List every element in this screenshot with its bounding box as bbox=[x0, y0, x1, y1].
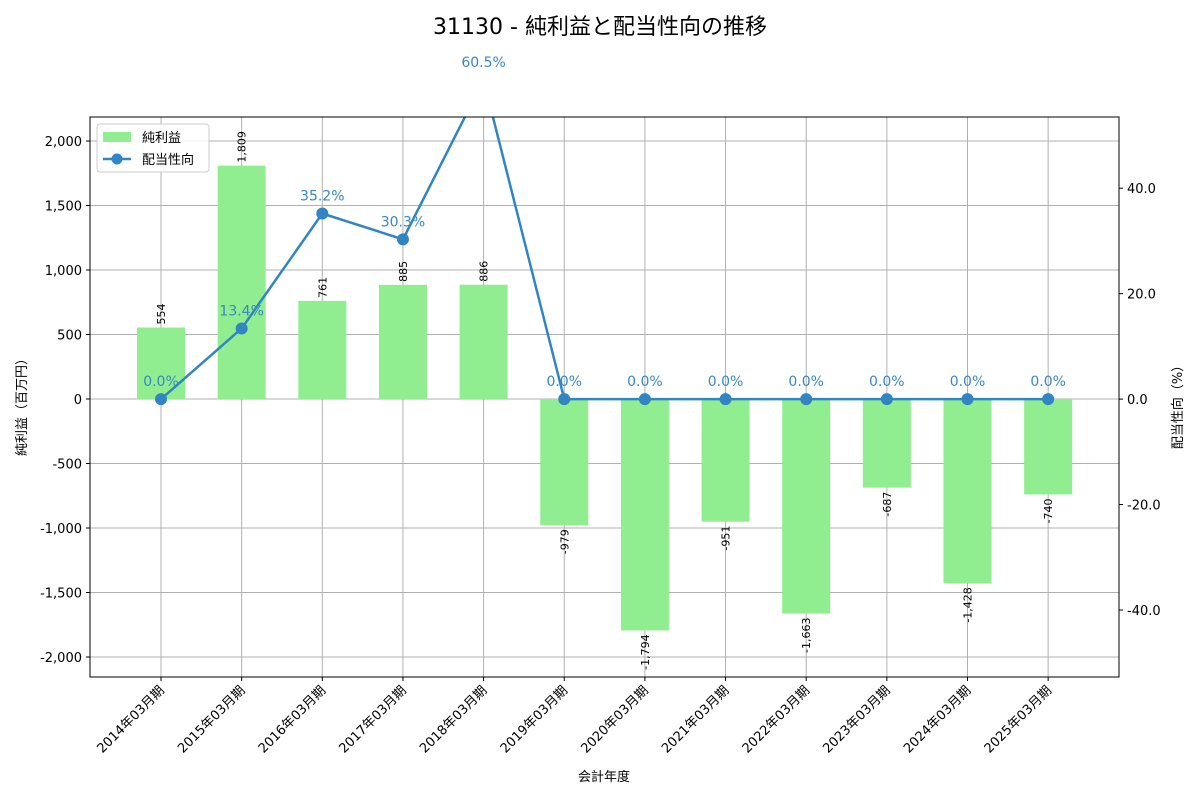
legend: 純利益 配当性向 bbox=[96, 123, 210, 173]
bar-value-label: -740 bbox=[1042, 498, 1055, 523]
line-series bbox=[155, 74, 1055, 406]
left-axis: 2,000 1,500 1,000 500 0 -500 -1,000 -1,500 -2,00… bbox=[40, 135, 90, 666]
left-tick-label: -2,000 bbox=[40, 651, 82, 666]
left-tick-label: 0 bbox=[74, 393, 82, 408]
ratio-value-label: 0.0% bbox=[627, 374, 663, 390]
left-tick-label: -500 bbox=[52, 458, 82, 473]
left-tick-label: 1,500 bbox=[45, 199, 82, 214]
x-tick-label: 2021年03月期 bbox=[659, 683, 732, 756]
chart-title: 31130 - 純利益と配当性向の推移 bbox=[433, 15, 767, 40]
right-tick-label: -20.0 bbox=[1127, 499, 1161, 514]
ratio-value-label: 0.0% bbox=[546, 374, 582, 390]
ratio-marker bbox=[396, 233, 409, 246]
right-tick-label: 0.0 bbox=[1127, 393, 1148, 408]
bar bbox=[298, 300, 347, 399]
legend-bar-swatch bbox=[103, 132, 131, 142]
x-tick-label: 2023年03月期 bbox=[820, 683, 893, 756]
bar bbox=[1024, 398, 1073, 495]
bar bbox=[782, 398, 831, 614]
bar-value-label: -687 bbox=[881, 492, 894, 517]
bar-value-label: -979 bbox=[558, 529, 571, 554]
x-tick-label: 2020年03月期 bbox=[578, 683, 651, 756]
x-tick-label: 2014年03月期 bbox=[95, 683, 168, 756]
ratio-marker bbox=[155, 393, 167, 406]
bar-value-label: 886 bbox=[478, 261, 491, 282]
left-tick-label: 2,000 bbox=[45, 135, 82, 150]
bar-value-label: 1,809 bbox=[236, 131, 249, 163]
left-tick-label: 1,000 bbox=[45, 264, 82, 279]
ratio-value-label: 60.5% bbox=[461, 55, 505, 71]
ratio-value-label: 0.0% bbox=[788, 374, 824, 390]
right-tick-label: 40.0 bbox=[1127, 182, 1156, 197]
bar-series bbox=[137, 165, 1073, 631]
x-tick-label: 2022年03月期 bbox=[740, 683, 813, 756]
bar-value-label: -951 bbox=[720, 526, 733, 551]
bar bbox=[378, 284, 427, 399]
bar-value-label: -1,794 bbox=[639, 634, 652, 669]
x-tick-label: 2018年03月期 bbox=[417, 683, 490, 756]
plot-frame bbox=[89, 116, 1120, 678]
ratio-marker bbox=[638, 393, 651, 406]
right-tick-label: -40.0 bbox=[1127, 604, 1161, 619]
ratio-value-label: 13.4% bbox=[219, 303, 263, 319]
bar-value-label: 761 bbox=[316, 277, 329, 298]
bar bbox=[137, 327, 185, 399]
bar bbox=[943, 398, 992, 584]
ratio-marker bbox=[235, 322, 248, 335]
bar-value-label: -1,428 bbox=[962, 587, 975, 622]
right-axis: 40.0 20.0 0.0 -20.0 -40.0 bbox=[1119, 182, 1161, 619]
ratio-line bbox=[160, 117, 1049, 401]
ratio-marker bbox=[719, 393, 732, 406]
bar-value-label: 554 bbox=[155, 304, 168, 325]
right-tick-label: 20.0 bbox=[1127, 288, 1156, 303]
ratio-marker bbox=[961, 393, 974, 406]
ratio-value-label: 0.0% bbox=[143, 374, 179, 390]
legend-marker-icon bbox=[111, 153, 123, 165]
bar bbox=[701, 398, 750, 522]
bar-value-label: -1,663 bbox=[800, 618, 813, 653]
bar bbox=[459, 284, 508, 399]
right-axis-label: 配当性向（%） bbox=[1170, 359, 1186, 449]
x-axis-label: 会計年度 bbox=[578, 769, 630, 785]
ratio-value-label: 0.0% bbox=[950, 374, 986, 390]
data-labels: 554 1,809 761 885 886 -979 -1,794 -951 -1,663 -68… bbox=[143, 55, 1066, 670]
x-tick-label: 2015年03月期 bbox=[175, 683, 248, 756]
legend-line-label: 配当性向 bbox=[142, 152, 194, 168]
x-tick-label: 2019年03月期 bbox=[498, 683, 571, 756]
x-axis: 2014年03月期 2015年03月期 2016年03月期 2017年03月期 2018… bbox=[95, 677, 1055, 757]
bar bbox=[217, 165, 266, 399]
ratio-marker bbox=[1042, 393, 1055, 406]
ratio-marker bbox=[558, 393, 571, 406]
bar bbox=[620, 398, 669, 631]
ratio-marker bbox=[478, 74, 490, 86]
bar-value-label: 885 bbox=[397, 261, 410, 282]
x-tick-label: 2017年03月期 bbox=[336, 683, 409, 756]
left-tick-label: -1,000 bbox=[40, 522, 82, 537]
left-tick-label: -1,500 bbox=[40, 587, 82, 602]
ratio-marker bbox=[880, 393, 893, 406]
ratio-value-label: 0.0% bbox=[869, 374, 905, 390]
ratio-value-label: 0.0% bbox=[1030, 374, 1066, 390]
ratio-value-label: 35.2% bbox=[300, 188, 344, 204]
left-axis-label: 純利益（百万円） bbox=[15, 352, 30, 456]
line-group bbox=[155, 74, 1055, 406]
x-tick-label: 2024年03月期 bbox=[901, 683, 974, 756]
x-tick-label: 2016年03月期 bbox=[256, 683, 329, 756]
legend-bar-label: 純利益 bbox=[142, 131, 181, 146]
ratio-marker bbox=[800, 393, 813, 406]
bar bbox=[540, 398, 589, 526]
ratio-value-label: 30.3% bbox=[381, 214, 425, 230]
left-tick-label: 500 bbox=[57, 328, 82, 343]
ratio-marker bbox=[316, 207, 329, 220]
bar bbox=[862, 398, 911, 488]
x-tick-label: 2025年03月期 bbox=[982, 683, 1055, 756]
ratio-value-label: 0.0% bbox=[708, 374, 744, 390]
